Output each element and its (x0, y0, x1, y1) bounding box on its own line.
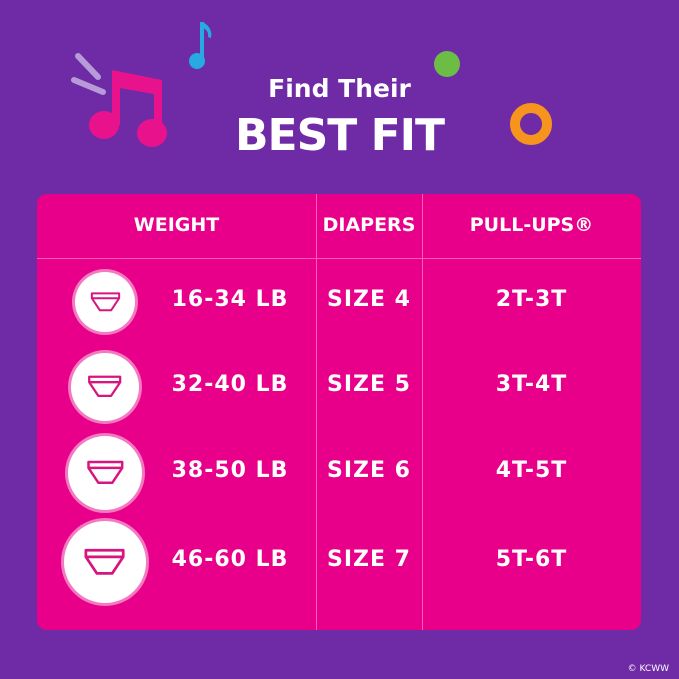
weight-cell: 16-34 LB (171, 287, 289, 312)
diaper-icon-badge (64, 521, 146, 603)
pullups-size-cell: 3T-4T (495, 372, 568, 397)
diaper-size-cell: SIZE 7 (327, 547, 411, 572)
copyright: © KCWW (627, 664, 669, 674)
diaper-icon-badge (68, 436, 142, 510)
diaper-icon (84, 548, 126, 575)
title-line-2: BEST FIT (234, 110, 445, 161)
column-divider (422, 194, 423, 630)
diaper-size-cell: SIZE 5 (327, 372, 411, 397)
column-header-pullups: PULL-UPS® (469, 214, 594, 236)
music-note-small-icon (189, 22, 212, 69)
weight-cell: 32-40 LB (171, 372, 289, 397)
weight-cell: 46-60 LB (171, 547, 289, 572)
diaper-icon-badge (71, 353, 139, 421)
orange-ring-icon (510, 103, 552, 145)
weight-cell: 38-50 LB (171, 458, 289, 483)
decorations (71, 22, 552, 147)
pullups-size-cell: 5T-6T (495, 547, 568, 572)
diaper-icon (86, 460, 124, 485)
column-header-diapers: DIAPERS (322, 214, 416, 236)
diaper-size-cell: SIZE 6 (327, 458, 411, 483)
sparkle-lines-icon (71, 53, 106, 95)
pullups-size-cell: 4T-5T (495, 458, 568, 483)
column-header-weight: WEIGHT (133, 214, 220, 236)
title-line-1: Find Their (268, 74, 411, 103)
diaper-icon (88, 375, 122, 398)
pullups-size-cell: 2T-3T (495, 287, 568, 312)
diaper-icon (90, 292, 120, 312)
column-divider (316, 194, 317, 630)
header-divider (37, 258, 641, 259)
diaper-size-cell: SIZE 4 (327, 287, 411, 312)
music-note-icon (89, 70, 167, 147)
green-dot-icon (434, 51, 460, 77)
diaper-icon-badge (75, 272, 135, 332)
